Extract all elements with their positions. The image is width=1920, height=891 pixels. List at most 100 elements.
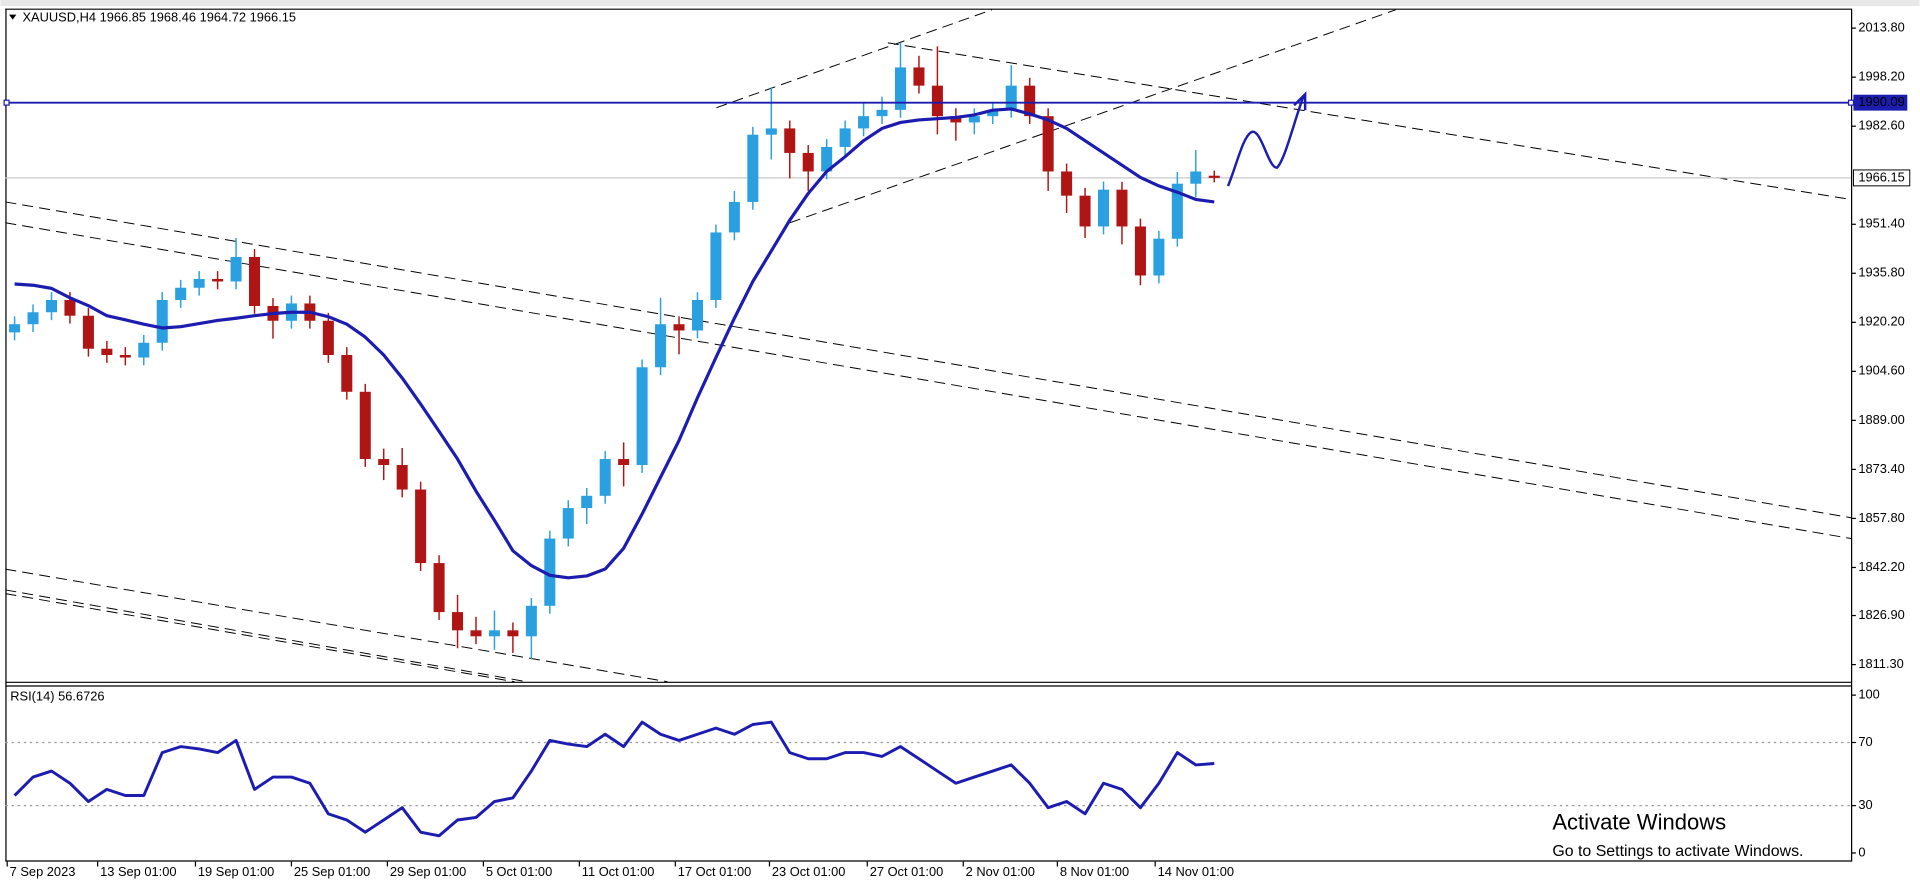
y-tick-label: 1982.60 — [1858, 118, 1904, 133]
x-tick-label: 25 Sep 01:00 — [294, 864, 370, 879]
candle-body — [175, 287, 187, 301]
candle-body — [156, 300, 168, 343]
level-label-box — [1853, 94, 1908, 111]
x-tick-label: 17 Oct 01:00 — [678, 864, 752, 879]
candle-body — [894, 67, 907, 110]
y-tick-label: 1998.20 — [1858, 69, 1904, 84]
y-tick-label: 70 — [1858, 734, 1872, 749]
candle-body — [821, 146, 833, 172]
candle-body — [1208, 175, 1220, 178]
candle-body — [1079, 195, 1091, 227]
rsi-line — [13, 720, 1215, 838]
top-strip — [0, 0, 1920, 7]
trend-lines — [5, 9, 1852, 683]
arrow-head — [1293, 91, 1307, 111]
trend-line — [5, 201, 1852, 519]
candle-body — [1116, 189, 1128, 227]
candle-body — [64, 300, 76, 316]
candle-body — [249, 256, 261, 306]
trend-line — [5, 568, 668, 683]
y-tick-label: 1873.40 — [1858, 461, 1904, 476]
x-tick-label: 29 Sep 01:00 — [390, 864, 466, 879]
high-value: 1968.46 — [150, 10, 196, 25]
candle-body — [710, 232, 722, 301]
y-tick-label: 30 — [1858, 797, 1872, 812]
candle-body — [341, 355, 353, 392]
candle-body — [1171, 183, 1183, 239]
candle-body — [1190, 171, 1202, 184]
trend-line — [716, 9, 992, 109]
symbol: XAUUSD,H4 — [22, 10, 96, 25]
y-tick-label: 1826.90 — [1858, 607, 1904, 622]
candle-body — [1024, 85, 1036, 117]
candle-body — [673, 324, 685, 331]
candle-body — [858, 116, 870, 129]
rsi-header: RSI(14) 56.6726 — [10, 689, 104, 704]
price-label: 1966.15 — [1858, 169, 1904, 184]
close-value: 1966.15 — [250, 10, 296, 25]
chart-header: XAUUSD,H4 1966.85 1968.46 1964.72 1966.1… — [22, 10, 296, 25]
rsi-title: RSI(14) — [10, 689, 54, 704]
candle-body — [562, 508, 574, 539]
trend-line — [5, 222, 1852, 539]
open-value: 1966.85 — [100, 10, 146, 25]
candle-body — [1134, 226, 1146, 276]
candle-body — [1042, 116, 1054, 172]
candle-body — [747, 134, 759, 202]
x-tick-label: 5 Oct 01:00 — [486, 864, 552, 879]
candle-body — [1098, 189, 1110, 227]
candle-body — [728, 201, 740, 233]
candle-body — [691, 300, 703, 331]
candle-body — [913, 67, 925, 86]
candle-body — [931, 85, 943, 117]
x-tick-label: 2 Nov 01:00 — [966, 864, 1035, 879]
candle-body — [470, 630, 482, 637]
candle-body — [396, 465, 408, 490]
candle-body — [581, 495, 593, 509]
level-handle — [1847, 99, 1855, 106]
candle-body — [119, 355, 131, 358]
y-tick-label: 0 — [1858, 844, 1865, 859]
y-tick-label: 1857.80 — [1858, 510, 1904, 525]
trend-line — [887, 42, 1852, 200]
candle-body — [618, 459, 630, 466]
candle-body — [968, 116, 980, 123]
candle-body — [82, 315, 94, 349]
y-tick-label: 1889.00 — [1858, 412, 1904, 427]
candle-body — [101, 348, 113, 356]
candle-body — [876, 109, 888, 117]
watermark-subtitle: Go to Settings to activate Windows. — [1552, 843, 1803, 860]
candle-body — [1153, 238, 1165, 276]
candle-body — [193, 278, 205, 288]
drawn-arrow — [1226, 94, 1306, 187]
rsi-value: 56.6726 — [58, 689, 104, 704]
y-tick-label: 1920.20 — [1858, 314, 1904, 329]
level-label: 1990.09 — [1858, 94, 1904, 109]
candle-body — [525, 605, 537, 637]
menu-triangle — [9, 14, 17, 20]
candle-body — [1005, 85, 1017, 110]
candle-body — [544, 538, 556, 606]
candle-body — [636, 367, 648, 466]
level-handle — [3, 99, 10, 106]
trend-line — [5, 589, 527, 683]
y-tick-label: 1951.40 — [1858, 216, 1904, 231]
x-tick-label: 19 Sep 01:00 — [198, 864, 274, 879]
plot: 2013.80 1998.20 1982.60 1951.40 1935.80 1920.… — [3, 20, 1911, 879]
candle-body — [802, 152, 814, 172]
x-tick-label: 8 Nov 01:00 — [1060, 864, 1129, 879]
y-tick-label: 2013.80 — [1858, 20, 1904, 35]
candle-body — [322, 320, 334, 356]
candle-body — [655, 324, 667, 368]
candle-body — [784, 128, 796, 153]
candle-body — [415, 489, 427, 564]
y-tick-label: 100 — [1858, 687, 1879, 702]
x-tick-label: 11 Oct 01:00 — [582, 864, 655, 879]
candle-body — [488, 630, 500, 637]
candle-body — [507, 630, 519, 637]
y-tick-label: 1935.80 — [1858, 265, 1904, 280]
trend-line — [789, 9, 1396, 224]
candle-body — [987, 109, 999, 117]
x-tick-label: 27 Oct 01:00 — [870, 864, 944, 879]
